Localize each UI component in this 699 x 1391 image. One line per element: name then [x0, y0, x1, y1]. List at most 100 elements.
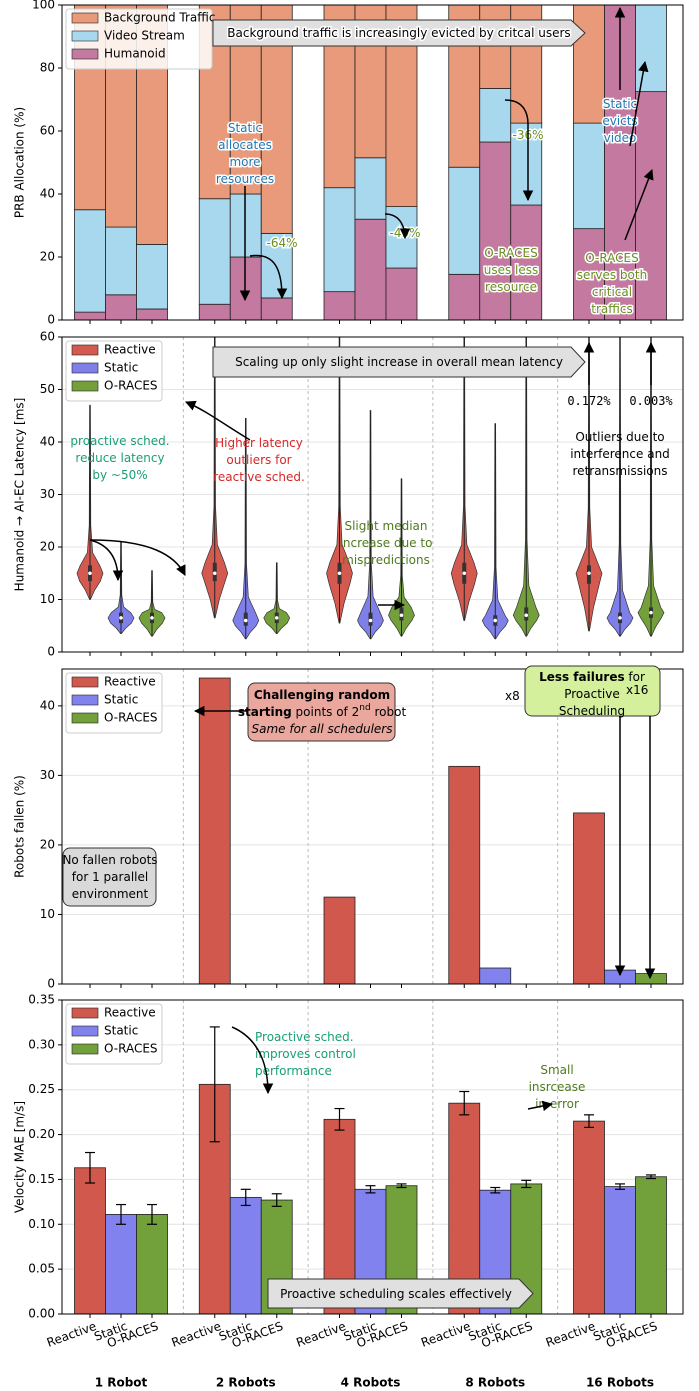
y-tick-label: 0.05 [28, 1262, 55, 1276]
annotation-text: in error [535, 1097, 579, 1111]
annotation-text: robot [371, 705, 407, 719]
bar [480, 968, 511, 984]
y-tick-label: 0 [47, 313, 55, 327]
group-label: 1 Robot [95, 1376, 148, 1390]
annotation-text: retransmissions [573, 464, 668, 478]
y-tick-label: 60 [40, 124, 55, 138]
legend-swatch [72, 13, 98, 23]
annotation: Proactive scheduling scales effectively [280, 1287, 512, 1301]
legend-swatch [72, 381, 98, 391]
y-tick-label: 50 [40, 382, 55, 396]
annotation-text: Background traffic is increasingly evict… [227, 26, 570, 40]
group-label: 2 Robots [216, 1376, 276, 1390]
annotation-text: Slight median [344, 519, 427, 533]
annotation-text: improves control [255, 1047, 356, 1061]
y-tick-label: 10 [40, 907, 55, 921]
y-tick-label: 0.25 [28, 1082, 55, 1096]
bar [449, 766, 480, 984]
y-tick-label: 10 [40, 592, 55, 606]
x-tick-label: Reactive [45, 1319, 98, 1350]
x-tick-label: Reactive [544, 1319, 597, 1350]
violin-median [524, 613, 528, 617]
y-tick-label: 0.35 [28, 993, 55, 1007]
annotation: 0.172% [567, 394, 611, 408]
annotation-text: critical [592, 285, 632, 299]
annotation-text: allocates [218, 138, 272, 152]
annotation-text: Scheduling [559, 704, 625, 718]
y-tick-label: 0.15 [28, 1172, 55, 1186]
bar [636, 974, 667, 984]
annotation-text: serves both [577, 268, 647, 282]
y-tick-label: 100 [32, 0, 55, 12]
y-tick-label: 20 [40, 837, 55, 851]
annotation-text: Scaling up only slight increase in overa… [235, 355, 563, 369]
y-tick-label: 40 [40, 187, 55, 201]
annotation: 0.003% [629, 394, 673, 408]
x-tick-label: Reactive [419, 1319, 472, 1350]
violin-median [649, 611, 653, 615]
legend-label: Humanoid [104, 47, 166, 61]
violin-median [369, 619, 373, 623]
legend-label: Video Stream [104, 29, 185, 43]
y-tick-label: 0.20 [28, 1127, 55, 1141]
y-tick-label: 30 [40, 487, 55, 501]
annotation-text: O-RACES [585, 251, 639, 265]
annotation-text: increase due to [340, 536, 433, 550]
violin-median [587, 571, 591, 575]
annotation-text: Proactive sched. [255, 1030, 354, 1044]
violin-median [400, 613, 404, 617]
y-tick-label: 0.10 [28, 1217, 55, 1231]
violin-median [88, 571, 92, 575]
annotation-text: resources [216, 172, 274, 186]
bar-segment [261, 298, 292, 320]
figure: 020406080100PRB Allocation (%)Background… [0, 0, 699, 1391]
y-tick-label: 60 [40, 330, 55, 344]
y-tick-label: 0 [47, 645, 55, 659]
legend-swatch [72, 1008, 98, 1018]
bar-segment [324, 188, 355, 292]
bar-segment [355, 219, 386, 320]
legend-swatch [72, 695, 98, 705]
bar [230, 1197, 261, 1314]
legend-swatch [72, 677, 98, 687]
legend-label: Static [104, 1024, 138, 1038]
bar-segment [449, 274, 480, 320]
bar [574, 813, 605, 984]
bar [75, 1168, 106, 1314]
bar-segment [574, 123, 605, 229]
annotation-text: points of 2 [292, 705, 360, 719]
annotation-text: Outliers due to [575, 430, 664, 444]
annotation-text: reduce latency [75, 451, 164, 465]
y-tick-label: 0.00 [28, 1307, 55, 1321]
annotation-text: nd [359, 703, 370, 713]
annotation-text: resource [485, 280, 537, 294]
bar [137, 1214, 168, 1314]
y-axis-label: Robots fallen (%) [13, 775, 27, 878]
bar-segment [199, 199, 230, 305]
y-axis-label: Velocity MAE [m/s] [13, 1101, 27, 1213]
x-tick-label: Reactive [294, 1319, 347, 1350]
annotation: x16 [626, 683, 648, 697]
annotation: Background traffic is increasingly evict… [227, 26, 570, 40]
legend-label: Static [104, 361, 138, 375]
bar-segment [75, 312, 106, 320]
bar [199, 678, 230, 984]
bar-segment [480, 5, 511, 88]
violin-median [213, 571, 217, 575]
legend-label: O-RACES [104, 1042, 158, 1056]
annotation: x8 [505, 689, 520, 703]
annotation-text: interference and [570, 447, 670, 461]
group-label: 8 Robots [465, 1376, 525, 1390]
annotation-text: mispredictions [342, 553, 430, 567]
bar-segment [137, 309, 168, 320]
legend-label: O-RACES [104, 711, 158, 725]
legend-swatch [72, 49, 98, 59]
bar-segment [137, 244, 168, 309]
arrow [186, 402, 250, 440]
annotation-text: proactive sched. [70, 434, 169, 448]
legend-label: Reactive [104, 343, 156, 357]
